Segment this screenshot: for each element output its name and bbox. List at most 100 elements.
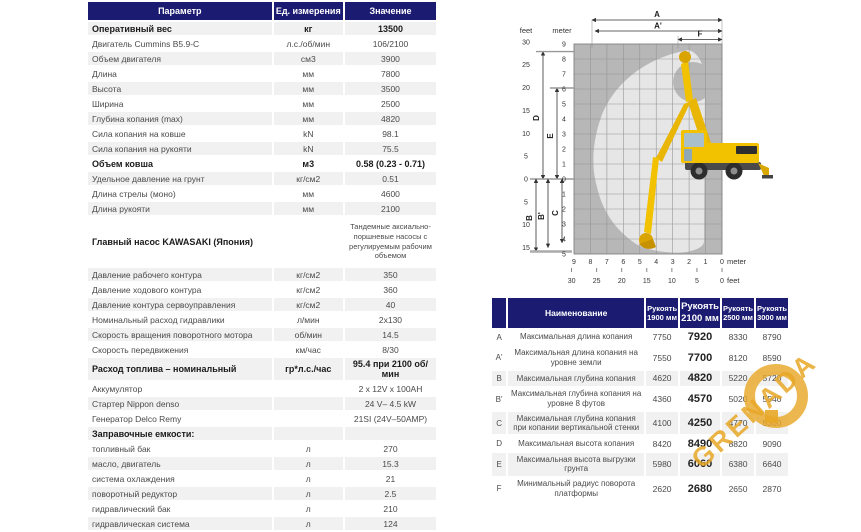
axis-tick-label: 30 — [522, 39, 530, 46]
spec-row: Номинальный расход гидравлики л/мин 2x130 — [88, 313, 436, 326]
axis-tick-label: 5 — [562, 252, 566, 259]
axis-tick-label: 5 — [562, 102, 566, 109]
spec-value-cell — [344, 427, 436, 440]
spec-value-cell: 106/2100 — [344, 37, 436, 50]
spec-table-body: Оперативный вес кг 13500 Двигатель Cummins … — [88, 22, 436, 530]
range-name-cell: Максимальная глубина копания на уровне 8… — [508, 387, 645, 411]
spec-unit-cell: л — [273, 502, 343, 515]
range-key-cell: C — [492, 412, 507, 435]
range-value-cell: 5020 — [722, 387, 755, 411]
spec-unit-cell: км/час — [273, 343, 343, 356]
range-name-cell: Максимальная глубина копания при копании… — [508, 412, 645, 435]
range-header-key — [492, 298, 507, 328]
range-header-arm: Рукоять 1900 мм — [646, 298, 679, 328]
spec-row: Давление ходового контура кг/см2 360 — [88, 283, 436, 296]
spec-unit-cell: л.с./об/мин — [273, 37, 343, 50]
range-key-cell: E — [492, 453, 507, 476]
spec-row: Заправочные емкости: — [88, 427, 436, 440]
spec-param-cell: Сила копания на рукояти — [88, 142, 272, 155]
dim-label-C: C — [551, 210, 560, 216]
arm-header-line1: Рукоять — [757, 303, 787, 313]
arm-header-line2: 2100 мм — [681, 312, 719, 324]
range-key-cell: B' — [492, 387, 507, 411]
spec-param-cell: Генератор Delco Remy — [88, 412, 272, 425]
spec-unit-cell: л — [273, 472, 343, 485]
axis-tick-label: 5 — [524, 199, 528, 206]
range-value-cell: 6060 — [680, 453, 721, 476]
spec-unit-cell: мм — [273, 67, 343, 80]
arm-header-line2: 1900 мм — [647, 312, 677, 322]
spec-row: Объем двигателя см3 3900 — [88, 52, 436, 65]
spec-row: гидравлическая система л 124 — [88, 517, 436, 530]
spec-row: Удельное давление на грунт кг/см2 0.51 — [88, 172, 436, 185]
spec-row: поворотный редуктор л 2.5 — [88, 487, 436, 500]
spec-param-cell: гидравлический бак — [88, 502, 272, 515]
spec-value-cell: 40 — [344, 298, 436, 311]
spec-param-cell: Сила копания на ковше — [88, 127, 272, 140]
axis-tick-label: 7 — [562, 72, 566, 79]
spec-value-cell: 24 V– 4.5 kW — [344, 397, 436, 410]
range-key-cell: F — [492, 477, 507, 500]
spec-row: Сила копания на ковше kN 98.1 — [88, 127, 436, 140]
range-value-cell: 7750 — [646, 329, 679, 345]
spec-param-cell: Скорость передвижения — [88, 343, 272, 356]
spec-row: Скорость вращения поворотного мотора об/м… — [88, 328, 436, 341]
range-value-cell: 2870 — [756, 477, 788, 500]
spec-unit-cell: см3 — [273, 52, 343, 65]
spec-unit-cell: л — [273, 457, 343, 470]
spec-param-cell: Двигатель Cummins B5.9-C — [88, 37, 272, 50]
range-value-cell: 5720 — [756, 370, 788, 386]
spec-param-cell: поворотный редуктор — [88, 487, 272, 500]
spec-unit-cell: л/мин — [273, 313, 343, 326]
axis-tick-label: 1 — [562, 162, 566, 169]
range-value-cell: 4360 — [646, 387, 679, 411]
arm-header-line1: Рукоять — [723, 303, 754, 313]
spec-row: Длина рукояти мм 2100 — [88, 202, 436, 215]
range-row: C Максимальная глубина копания при копани… — [492, 412, 788, 435]
dim-label-B: B — [525, 215, 534, 221]
spec-param-cell: Объем двигателя — [88, 52, 272, 65]
range-key-cell: A' — [492, 346, 507, 369]
spec-param-cell: Глубина копания (max) — [88, 112, 272, 125]
spec-param-cell: Заправочные емкости: — [88, 427, 272, 440]
range-value-cell: 8490 — [680, 436, 721, 452]
range-row: A Максимальная длина копания 7750 7920 8330 8… — [492, 329, 788, 345]
range-value-cell: 8420 — [646, 436, 679, 452]
spec-row: Расход топлива – номинальный гр*л.с./час 9… — [88, 358, 436, 380]
spec-row: Стартер Nippon denso 24 V– 4.5 kW — [88, 397, 436, 410]
spec-unit-cell: кг — [273, 22, 343, 35]
spec-param-cell: Номинальный расход гидравлики — [88, 313, 272, 326]
spec-unit-cell: л — [273, 487, 343, 500]
spec-unit-cell: мм — [273, 97, 343, 110]
axis-tick-label: 4 — [562, 237, 566, 244]
spec-unit-cell: мм — [273, 187, 343, 200]
spec-unit-cell: кг/см2 — [273, 268, 343, 281]
spec-value-cell: Тандемные аксиально-поршневые насосы с р… — [344, 217, 436, 266]
range-value-cell: 2680 — [680, 477, 721, 500]
spec-value-cell: 2 x 12V x 100AH — [344, 382, 436, 395]
range-value-cell: 4100 — [646, 412, 679, 435]
spec-value-cell: 13500 — [344, 22, 436, 35]
spec-param-cell: Давление ходового контура — [88, 283, 272, 296]
spec-value-cell: 15.3 — [344, 457, 436, 470]
spec-value-cell: 75.5 — [344, 142, 436, 155]
spec-unit-cell: м3 — [273, 157, 343, 170]
axis-tick-label: 25 — [593, 278, 601, 285]
arm-header-line2: 3000 мм — [757, 312, 787, 322]
spec-unit-cell — [273, 217, 343, 266]
axis-tick-label: 1 — [704, 259, 708, 266]
spec-param-cell: Стартер Nippon denso — [88, 397, 272, 410]
spec-unit-cell: kN — [273, 127, 343, 140]
range-name-cell: Максимальная высота копания — [508, 436, 645, 452]
spec-param-cell: Объем ковша — [88, 157, 272, 170]
dim-label-B-prime: B' — [537, 212, 546, 220]
spec-param-cell: гидравлическая система — [88, 517, 272, 530]
spec-header-unit: Ед. измерения — [273, 2, 343, 20]
range-value-cell: 8790 — [756, 329, 788, 345]
range-row: A' Максимальная длина копания на уровне з… — [492, 346, 788, 369]
range-key-cell: A — [492, 329, 507, 345]
spec-value-cell: 2.5 — [344, 487, 436, 500]
range-value-cell: 9090 — [756, 436, 788, 452]
axis-tick-label: 0 — [720, 259, 724, 266]
range-value-cell: 4770 — [722, 412, 755, 435]
